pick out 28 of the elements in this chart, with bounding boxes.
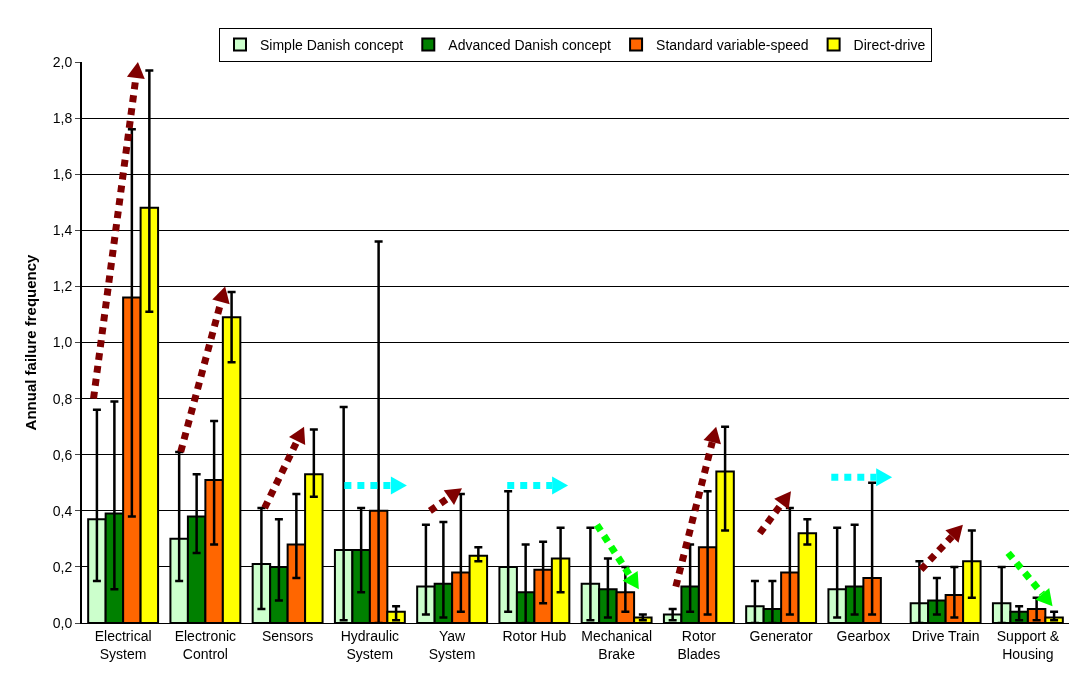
x-tick-label: Rotor Blades	[677, 627, 721, 662]
y-tick-label: 1,4	[52, 222, 73, 239]
y-tick-label: 0,8	[52, 390, 73, 407]
y-tick-label: 1,2	[52, 278, 73, 295]
x-tick-label: Gearbox	[836, 627, 891, 644]
y-tick-label: 2,0	[52, 53, 73, 70]
x-tick-label: Drive Train	[911, 627, 980, 644]
x-tick-label: Sensors	[261, 627, 314, 644]
y-axis-title: Annual failure frequency	[22, 253, 40, 431]
legend-label: Standard variable-speed	[656, 37, 809, 54]
y-tick-label: 1,0	[52, 334, 73, 351]
y-tick-label: 1,6	[52, 166, 73, 183]
x-tick-label: Support & Housing	[996, 627, 1060, 662]
legend-label: Direct-drive	[853, 37, 926, 54]
x-tick-label: Electrical System	[94, 627, 152, 662]
legend-label: Simple Danish concept	[260, 37, 404, 54]
x-tick-label: Generator	[749, 627, 813, 644]
x-tick-label: Hydraulic System	[340, 627, 400, 662]
legend-label: Advanced Danish concept	[448, 37, 612, 54]
x-tick-label: Yaw System	[428, 627, 476, 662]
y-tick-label: 1,8	[52, 110, 73, 126]
x-tick-label: Mechanical Brake	[581, 627, 653, 662]
y-tick-label: 0,4	[52, 502, 73, 519]
y-tick-label: 0,2	[52, 558, 73, 575]
x-tick-label: Electronic Control	[174, 627, 237, 662]
x-tick-label: Rotor Hub	[502, 627, 567, 644]
y-tick-label: 0,0	[52, 614, 73, 631]
y-tick-label: 0,6	[52, 446, 73, 463]
